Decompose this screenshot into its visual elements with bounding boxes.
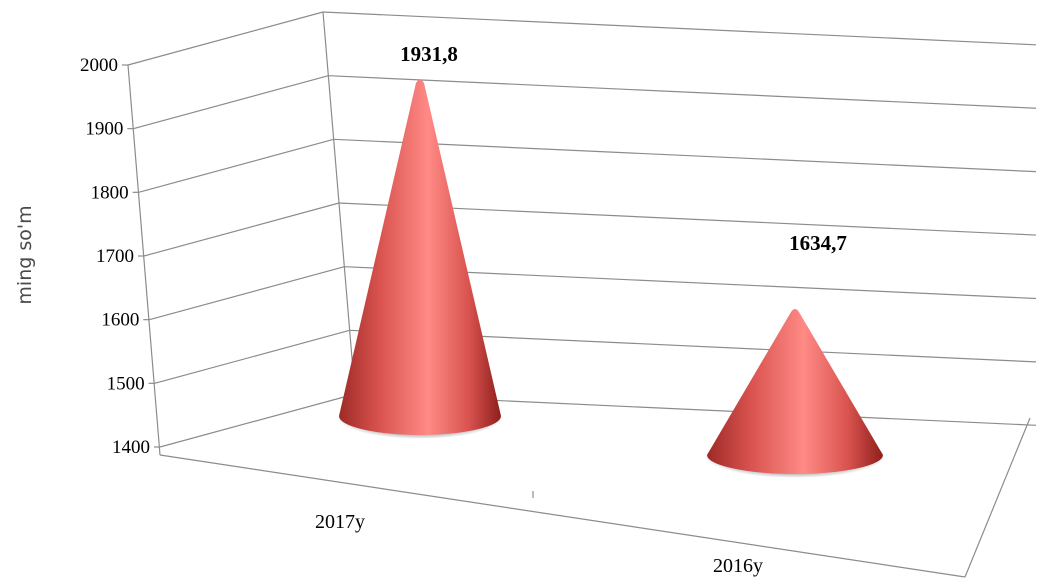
data-label: 1634,7 <box>789 231 847 255</box>
y-axis-label: ming so'm <box>14 205 36 304</box>
y-tick-label: 1800 <box>91 182 129 203</box>
gridline-back <box>333 138 1037 173</box>
gridline-back <box>338 202 1037 236</box>
y-tick-label: 2000 <box>80 55 118 76</box>
y-axis <box>122 11 1031 578</box>
gridline-side <box>149 266 345 321</box>
cone-2016y <box>707 309 883 474</box>
gridlines <box>127 11 1037 448</box>
data-label: 1931,8 <box>400 42 458 66</box>
gridline-side <box>159 393 356 448</box>
gridline-side <box>143 202 340 257</box>
gridline-side <box>154 329 350 384</box>
gridline-side <box>127 11 324 66</box>
y-tick-label: 1500 <box>107 373 145 394</box>
category-label: 2016y <box>713 555 763 577</box>
gridline-back <box>322 11 1037 46</box>
cone-2017y <box>339 79 501 435</box>
floor-right-edge <box>964 417 1031 578</box>
y-tick-labels: 2000 1900 1800 1700 1600 1500 1400 <box>80 55 150 458</box>
data-labels: 1931,8 1634,7 <box>400 42 847 255</box>
floor-front-edge <box>159 454 966 578</box>
y-tick-label: 1700 <box>96 246 134 267</box>
gridline-back <box>328 75 1037 109</box>
y-tick-label: 1900 <box>85 119 123 140</box>
y-tick-label: 1400 <box>112 437 150 458</box>
back-wall-edge <box>322 11 356 395</box>
gridline-side <box>133 75 329 130</box>
gridline-side <box>138 138 334 193</box>
category-label: 2017y <box>315 511 365 533</box>
cones <box>337 79 885 478</box>
y-tick-label: 1600 <box>101 310 139 331</box>
category-labels: 2017y 2016y <box>315 511 763 577</box>
y-axis-line <box>127 64 161 456</box>
